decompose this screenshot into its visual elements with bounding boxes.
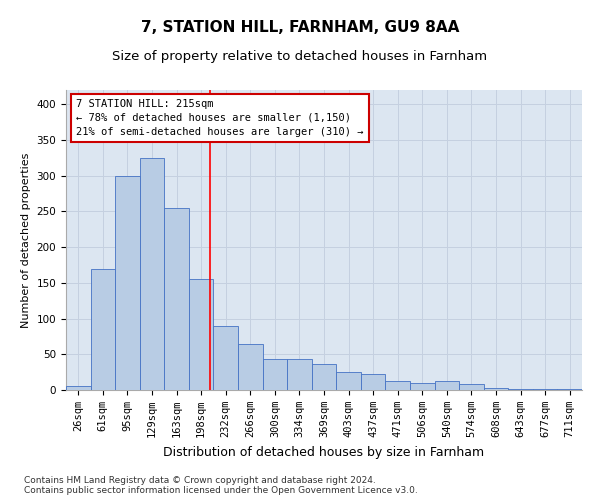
Bar bbox=[214, 326, 238, 390]
Bar bbox=[91, 268, 115, 390]
Bar bbox=[385, 380, 410, 390]
Bar bbox=[336, 372, 361, 390]
Bar bbox=[66, 386, 91, 390]
Y-axis label: Number of detached properties: Number of detached properties bbox=[21, 152, 31, 328]
Bar bbox=[459, 384, 484, 390]
Text: Size of property relative to detached houses in Farnham: Size of property relative to detached ho… bbox=[112, 50, 488, 63]
Bar bbox=[287, 360, 312, 390]
Bar bbox=[115, 176, 140, 390]
Text: Contains HM Land Registry data © Crown copyright and database right 2024.
Contai: Contains HM Land Registry data © Crown c… bbox=[24, 476, 418, 495]
Text: 7 STATION HILL: 215sqm
← 78% of detached houses are smaller (1,150)
21% of semi-: 7 STATION HILL: 215sqm ← 78% of detached… bbox=[76, 99, 364, 137]
Bar bbox=[533, 388, 557, 390]
Bar bbox=[263, 360, 287, 390]
Bar bbox=[140, 158, 164, 390]
Bar bbox=[164, 208, 189, 390]
Bar bbox=[238, 344, 263, 390]
Bar bbox=[557, 388, 582, 390]
X-axis label: Distribution of detached houses by size in Farnham: Distribution of detached houses by size … bbox=[163, 446, 485, 458]
Bar bbox=[434, 380, 459, 390]
Bar bbox=[312, 364, 336, 390]
Bar bbox=[361, 374, 385, 390]
Bar bbox=[189, 280, 214, 390]
Bar bbox=[410, 383, 434, 390]
Text: 7, STATION HILL, FARNHAM, GU9 8AA: 7, STATION HILL, FARNHAM, GU9 8AA bbox=[141, 20, 459, 35]
Bar bbox=[484, 388, 508, 390]
